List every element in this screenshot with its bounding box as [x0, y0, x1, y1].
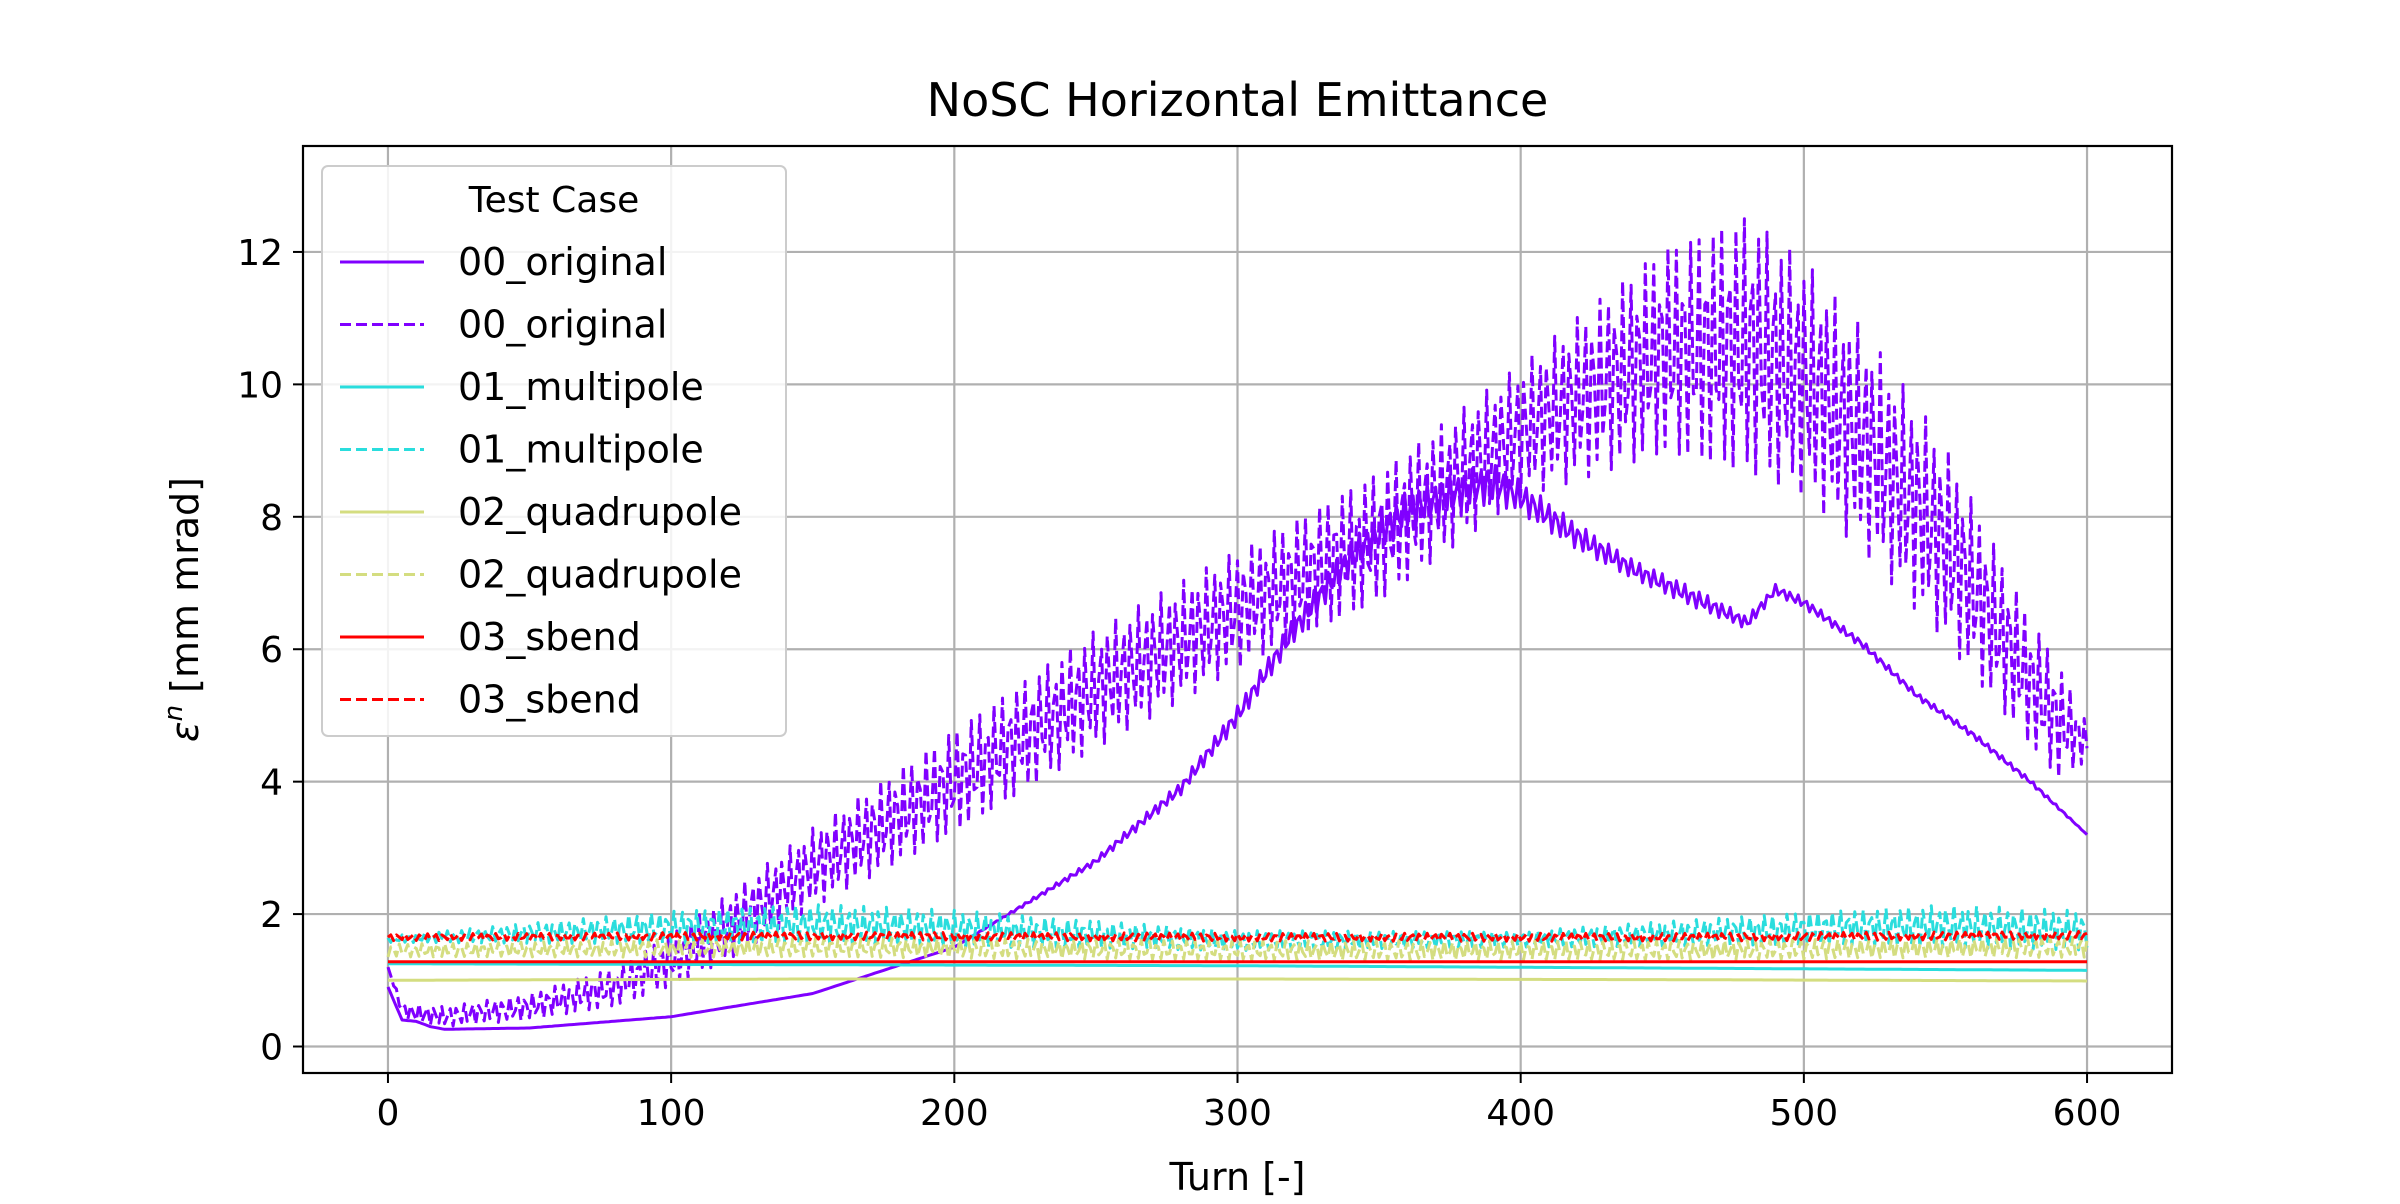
x-tick-label: 300 — [1203, 1093, 1272, 1134]
series-line-03_sbend-dashed — [387, 930, 2088, 943]
x-axis-label: Turn [-] — [1168, 1155, 1305, 1199]
x-tick-label: 0 — [377, 1093, 400, 1134]
legend-label: 00_original — [458, 303, 667, 347]
x-tick-label: 400 — [1486, 1093, 1555, 1134]
legend-label: 01_multipole — [458, 428, 704, 472]
chart-title: NoSC Horizontal Emittance — [927, 73, 1549, 127]
y-axis-label-symbol: ε — [163, 721, 207, 742]
y-tick-label: 0 — [260, 1028, 283, 1069]
legend-label: 02_quadrupole — [458, 490, 742, 534]
x-tick-label: 100 — [637, 1093, 706, 1134]
y-tick-label: 6 — [260, 630, 283, 671]
legend-label: 03_sbend — [458, 615, 641, 659]
ticks: 0 100 200 300 400 500 600 0 2 4 6 8 10 12 — [237, 233, 2121, 1134]
series-line-02_quadrupole-dashed — [386, 935, 2089, 962]
series-line-00_original-dashed — [386, 217, 2089, 1028]
y-tick-label: 4 — [260, 763, 283, 804]
y-tick-label: 12 — [237, 233, 283, 274]
legend-label: 03_sbend — [458, 678, 641, 722]
y-axis-label: εn [mm mrad] — [159, 477, 207, 742]
x-tick-label: 200 — [920, 1093, 989, 1134]
series-line-01_multipole-dashed — [386, 903, 2089, 952]
y-tick-label: 8 — [260, 498, 283, 539]
series-line-01_multipole-solid — [387, 962, 2087, 972]
legend-label: 02_quadrupole — [458, 553, 742, 597]
legend-box — [321, 165, 787, 737]
x-tick-label: 600 — [2053, 1093, 2122, 1134]
y-axis-label-unit: [mm mrad] — [163, 477, 207, 705]
y-tick-label: 2 — [260, 895, 283, 936]
y-axis-label-superscript: n — [159, 705, 189, 721]
legend: Test Case 00_original 00_original 01_multi… — [321, 165, 787, 737]
series-line-00_original-solid — [386, 464, 2089, 1031]
y-tick-label: 10 — [237, 365, 283, 406]
legend-title: Test Case — [468, 180, 639, 221]
x-tick-label: 500 — [1770, 1093, 1839, 1134]
legend-label: 01_multipole — [458, 365, 704, 409]
legend-label: 00_original — [458, 240, 667, 284]
series-line-02_quadrupole-solid — [388, 977, 2087, 983]
series-group — [386, 217, 2089, 1031]
